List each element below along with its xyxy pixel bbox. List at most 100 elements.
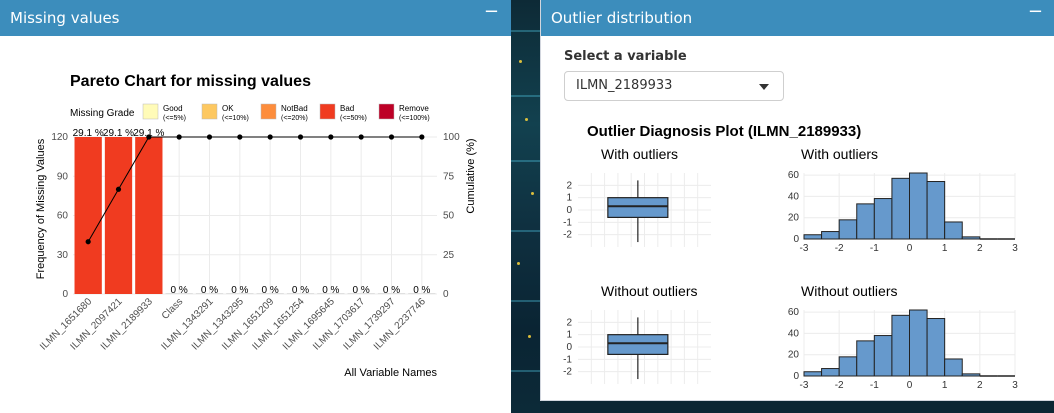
x-tick-label: ILMN_1651680 [38,296,94,352]
variable-select[interactable]: ILMN_2189933 [564,71,784,101]
outlier-distribution-box: Outlier distribution − Select a variable… [540,0,1054,401]
y-axis-label-right: Cumulative (%) [465,138,477,213]
histogram-bar [945,222,963,239]
bar [105,137,132,294]
x-tick-label: ILMN_1703617 [311,296,367,352]
y-right-tick-label: 25 [443,250,455,261]
x-tick-label: -3 [800,243,809,254]
missing-values-title: Missing values [10,8,120,28]
y-tick-label: 60 [57,211,69,222]
cumulative-point [359,134,364,139]
y-tick-label: 0 [793,234,799,245]
x-tick-label: 1 [942,243,948,254]
outlier-plot-title: Outlier Diagnosis Plot (ILMN_2189933) [587,123,861,140]
histogram-bar [892,178,910,239]
x-tick-label: 3 [1012,243,1018,254]
subplot-title-box-with: With outliers [601,146,678,162]
y-tick-label: -2 [563,230,572,241]
bar-data-label: 0 % [383,285,400,296]
collapse-missing-button[interactable]: − [484,3,499,21]
x-tick-label: -1 [870,243,879,254]
y-tick-label: 0 [62,289,68,300]
legend-range: (<=10%) [222,115,249,122]
y-tick-label: 1 [566,193,572,204]
subplot-title-hist-without: Without outliers [801,283,897,299]
x-tick-label: 0 [907,380,913,391]
subplot-title-box-without: Without outliers [601,283,697,299]
cumulative-point [237,134,242,139]
bar [75,137,102,294]
x-tick-label: 2 [977,243,983,254]
selected-variable-value: ILMN_2189933 [576,78,672,93]
histogram-bar [822,232,840,239]
histogram-bar [945,359,963,376]
x-tick-label: ILMN_2237746 [372,296,428,352]
legend-swatch [143,104,158,119]
legend-range: (<=100%) [399,115,430,122]
x-tick-label: ILMN_1651209 [220,296,276,352]
bar-data-label: 0 % [353,285,370,296]
x-tick-label: Class [160,296,185,321]
histogram-bar [804,235,822,239]
y-tick-label: 60 [788,307,800,318]
collapse-outlier-button[interactable]: − [1028,3,1043,21]
x-tick-label: -2 [835,243,844,254]
y-tick-label: 2 [566,180,572,191]
cumulative-point [298,134,303,139]
x-tick-label: -2 [835,380,844,391]
legend-range: (<=5%) [163,115,186,122]
y-tick-label: 120 [51,132,68,143]
boxplot: -2-1012 [563,173,711,247]
histogram-bar [962,374,980,376]
histogram-bar [839,220,857,239]
y-tick-label: 20 [788,213,800,224]
histogram-bar [857,204,875,239]
y-axis-label-left: Frequency of Missing Values [35,138,47,279]
y-tick-label: 0 [566,342,572,353]
legend-label: Good [163,104,183,113]
y-tick-label: -1 [563,217,572,228]
outlier-diagnosis-plot: Outlier Diagnosis Plot (ILMN_2189933) Wi… [541,118,1054,398]
bar-data-label: 29.1 % [73,128,104,139]
cumulative-point [116,187,121,192]
box [608,335,668,355]
pareto-chart: Pareto Chart for missing values Missing … [0,36,511,413]
legend-swatch [202,104,217,119]
histogram-bar [804,372,822,376]
bar-data-label: 0 % [171,285,188,296]
legend-swatch [379,104,394,119]
cumulative-point [146,134,151,139]
histogram-bar [874,336,892,376]
x-tick-label: ILMN_1739297 [341,296,397,352]
x-tick-label: -3 [800,380,809,391]
y-right-tick-label: 100 [443,132,460,143]
legend-swatch [320,104,335,119]
histogram-bar [822,369,840,376]
cumulative-point [389,134,394,139]
pareto-chart-title: Pareto Chart for missing values [70,73,311,90]
y-tick-label: 0 [793,371,799,382]
missing-values-header: Missing values − [0,0,511,36]
histogram: -3 -2 -1 0 1 2 3 0 20 40 60 [788,170,1018,254]
outlier-distribution-title: Outlier distribution [551,8,692,28]
x-tick-label: -1 [870,380,879,391]
histogram-bar [839,357,857,376]
bar-data-label: 0 % [231,285,248,296]
x-tick-label: 3 [1012,380,1018,391]
legend-range: (<=20%) [281,115,308,122]
legend-label: Remove [399,104,429,113]
box [608,198,668,218]
y-tick-label: -2 [563,367,572,378]
y-tick-label: 2 [566,317,572,328]
x-tick-label: ILMN_1651254 [250,296,306,352]
bar-data-label: 0 % [322,285,339,296]
y-right-tick-label: 75 [443,171,455,182]
bar [135,137,162,294]
pareto-plot-area: 0306090120025507510029.1 %ILMN_165168029… [38,128,460,352]
legend-swatch [261,104,276,119]
y-tick-label: 40 [788,328,800,339]
histogram-bar [910,310,928,376]
chevron-down-icon [759,84,769,90]
histogram-bar [927,182,945,239]
